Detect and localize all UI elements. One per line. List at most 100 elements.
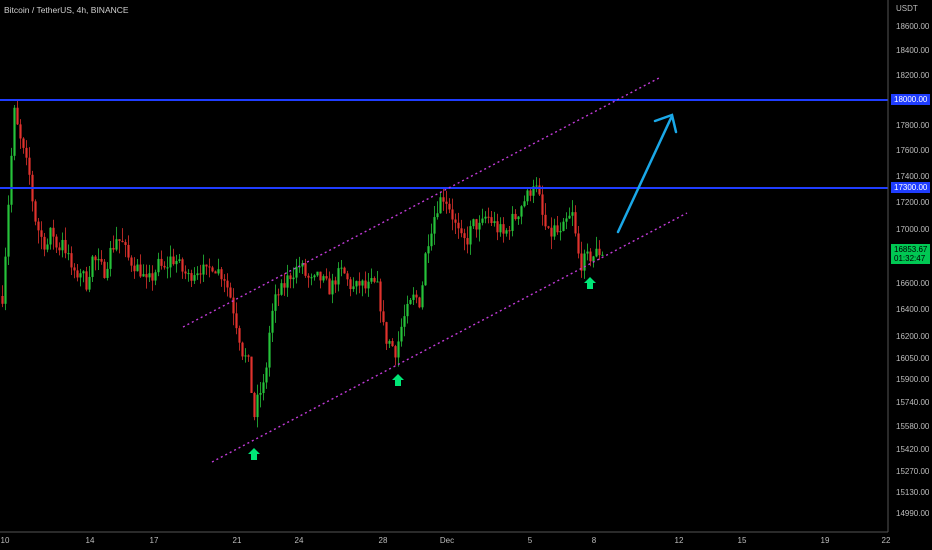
candle-body bbox=[160, 258, 163, 266]
candle-body bbox=[526, 190, 529, 202]
up-arrow-icon bbox=[584, 277, 596, 289]
candle-body bbox=[367, 281, 370, 289]
candle-body bbox=[52, 227, 55, 237]
candle-body bbox=[406, 303, 409, 317]
candle-body bbox=[25, 147, 28, 158]
candle-body bbox=[40, 230, 43, 237]
candle-body bbox=[94, 256, 97, 261]
candle-body bbox=[100, 258, 103, 262]
candle-body bbox=[382, 311, 385, 323]
candle-body bbox=[469, 226, 472, 245]
candle-body bbox=[223, 279, 226, 281]
candle-body bbox=[349, 279, 352, 290]
candle-body bbox=[427, 246, 430, 254]
candle-body bbox=[337, 268, 340, 285]
channel-upper-line bbox=[182, 77, 660, 328]
candle-body bbox=[292, 277, 295, 280]
candle-body bbox=[412, 294, 415, 300]
candle-body bbox=[76, 270, 79, 278]
candle-body bbox=[121, 240, 124, 243]
candle-body bbox=[325, 276, 328, 279]
candle-body bbox=[307, 275, 310, 278]
candle-body bbox=[49, 227, 52, 245]
candle-body bbox=[475, 219, 478, 230]
x-tick-label: 5 bbox=[528, 536, 533, 545]
x-tick-label: 10 bbox=[1, 536, 10, 545]
y-tick-label: 15130.00 bbox=[896, 488, 930, 497]
candle-body bbox=[583, 253, 586, 271]
candle-body bbox=[484, 216, 487, 219]
candle-body bbox=[88, 276, 91, 290]
time-axis: 10 14 17 21 24 28 Dec 5 8 12 15 19 22 bbox=[0, 531, 891, 545]
candle-body bbox=[178, 259, 181, 261]
candle-body bbox=[22, 138, 25, 148]
y-tick-label: 14990.00 bbox=[896, 509, 930, 518]
candle-body bbox=[589, 251, 592, 262]
candle-body bbox=[148, 273, 151, 278]
candle-body bbox=[130, 257, 133, 266]
candle-body bbox=[34, 201, 37, 222]
candle-body bbox=[505, 230, 508, 234]
candle-body bbox=[574, 212, 577, 234]
chart-title: Bitcoin / TetherUS, 4h, BINANCE bbox=[4, 5, 129, 15]
candle-body bbox=[82, 271, 85, 274]
candle-body bbox=[439, 197, 442, 214]
candle-body bbox=[379, 281, 382, 312]
candle-body bbox=[487, 216, 490, 218]
candle-body bbox=[499, 224, 502, 233]
y-tick-label: 17600.00 bbox=[896, 146, 930, 155]
candle-body bbox=[463, 233, 466, 239]
candle-body bbox=[208, 266, 211, 268]
price-axis-currency: USDT bbox=[896, 4, 918, 13]
candle-body bbox=[97, 258, 100, 261]
candle-body bbox=[355, 281, 358, 287]
candle-body bbox=[535, 185, 538, 187]
candle-body bbox=[283, 283, 286, 288]
y-tick-label: 15580.00 bbox=[896, 422, 930, 431]
candle-body bbox=[175, 260, 178, 265]
candle-body bbox=[187, 273, 190, 275]
x-tick-label: Dec bbox=[440, 536, 454, 545]
candle-body bbox=[271, 310, 274, 333]
candle-body bbox=[421, 285, 424, 308]
candle-body bbox=[70, 253, 73, 268]
y-tick-label: 15420.00 bbox=[896, 445, 930, 454]
candle-body bbox=[163, 265, 166, 268]
candle-body bbox=[553, 225, 556, 237]
candle-body bbox=[10, 155, 13, 205]
candle-body bbox=[301, 263, 304, 267]
candle-body bbox=[229, 287, 232, 298]
candle-body bbox=[466, 238, 469, 245]
candle-body bbox=[133, 265, 136, 272]
y-tick-label: 15900.00 bbox=[896, 375, 930, 384]
candle-body bbox=[217, 269, 220, 274]
candle-body bbox=[166, 267, 169, 269]
candle-body bbox=[85, 271, 88, 290]
candle-body bbox=[244, 355, 247, 357]
x-tick-label: 24 bbox=[295, 536, 304, 545]
candle-body bbox=[529, 190, 532, 196]
candle-body bbox=[304, 263, 307, 276]
y-tick-label: 15270.00 bbox=[896, 467, 930, 476]
x-tick-label: 15 bbox=[738, 536, 747, 545]
candle-body bbox=[472, 219, 475, 227]
candle-body bbox=[265, 367, 268, 383]
level-tag-17300: 17300.00 bbox=[891, 182, 931, 193]
candle-body bbox=[385, 322, 388, 344]
candle-body bbox=[520, 206, 523, 217]
candle-body bbox=[391, 341, 394, 347]
y-tick-label: 17400.00 bbox=[896, 172, 930, 181]
candle-body bbox=[448, 203, 451, 210]
candle-body bbox=[247, 355, 250, 357]
candle-body bbox=[490, 217, 493, 224]
candle-body bbox=[544, 214, 547, 227]
candle-body bbox=[538, 185, 541, 195]
candle-body bbox=[409, 299, 412, 304]
candle-body bbox=[268, 332, 271, 368]
candle-body bbox=[37, 221, 40, 231]
candle-body bbox=[64, 239, 67, 254]
candle-body bbox=[226, 280, 229, 288]
candle-body bbox=[541, 194, 544, 215]
candle-body bbox=[313, 275, 316, 278]
